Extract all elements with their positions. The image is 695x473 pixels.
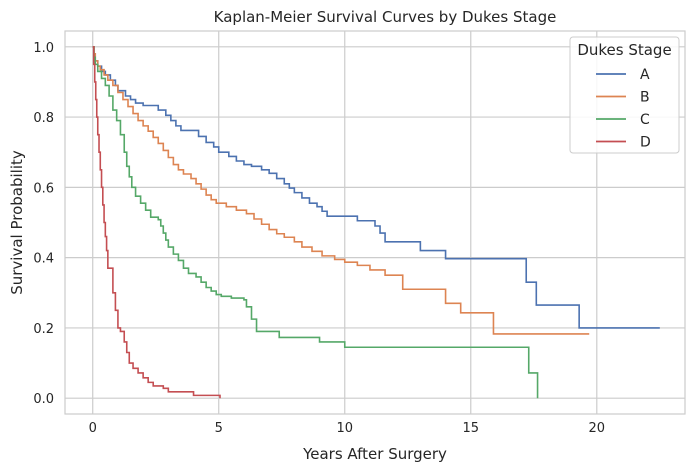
survival-curve-d bbox=[92, 46, 221, 399]
x-axis-title: Years After Surgery bbox=[302, 445, 447, 463]
legend-label-b: B bbox=[640, 90, 650, 106]
y-tick-label: 1.0 bbox=[33, 41, 54, 56]
plot-frame bbox=[64, 30, 686, 415]
y-tick-label: 0.4 bbox=[33, 252, 54, 267]
legend-label-d: D bbox=[640, 135, 651, 151]
x-tick-label: 5 bbox=[215, 421, 223, 436]
survival-curve-c bbox=[92, 46, 539, 399]
legend-box bbox=[569, 36, 680, 154]
survival-curves bbox=[92, 46, 660, 399]
legend-title: Dukes Stage bbox=[577, 41, 671, 59]
x-tick-label: 0 bbox=[89, 421, 97, 436]
legend-label-a: A bbox=[640, 67, 650, 83]
chart-title: Kaplan-Meier Survival Curves by Dukes St… bbox=[214, 8, 557, 26]
y-tick-label: 0.6 bbox=[33, 181, 54, 196]
survival-curve-b bbox=[92, 46, 590, 335]
legend-label-c: C bbox=[640, 112, 650, 128]
y-tick-label: 0.8 bbox=[33, 111, 54, 126]
x-tick-label: 15 bbox=[462, 421, 479, 436]
y-tick-label: 0.0 bbox=[33, 392, 54, 407]
x-tick-label: 20 bbox=[589, 421, 606, 436]
x-tick-label: 10 bbox=[336, 421, 353, 436]
y-tick-label: 0.2 bbox=[33, 322, 54, 337]
tick-labels: 0 5 10 15 20 0.0 0.2 0.4 0.6 0.8 1.0 bbox=[33, 41, 605, 436]
y-axis-title: Survival Probability bbox=[8, 150, 26, 295]
